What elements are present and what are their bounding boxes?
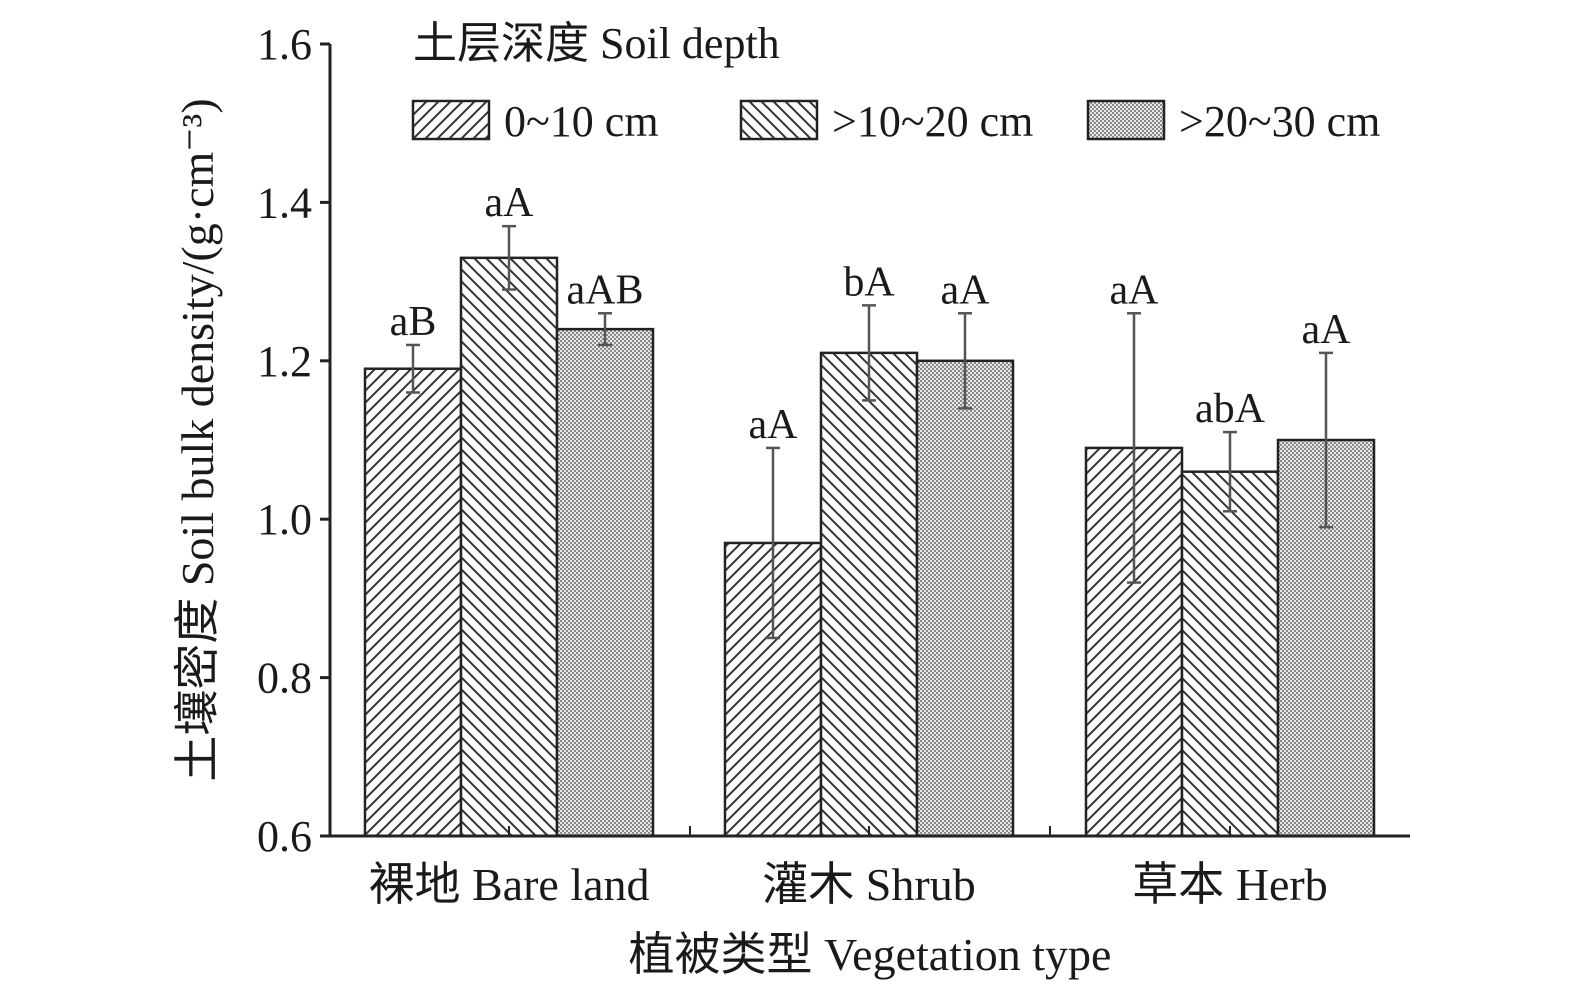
significance-label: aAB (567, 267, 644, 313)
legend: 土层深度 Soil depth 0~10 cm >10~20 cm >20~30 c… (411, 19, 1380, 146)
legend-swatch (739, 99, 819, 141)
bar (459, 256, 559, 838)
axes: 0.6 0.8 1.0 1.2 1.4 1.6 裸地 Bare land 灌木 Shrub 草… (257, 20, 1410, 910)
significance-label: bA (843, 259, 895, 305)
bar (1180, 470, 1280, 838)
bar (363, 367, 463, 838)
legend-label: >10~20 cm (832, 97, 1033, 146)
significance-labels-layer: aB aA aA aA bA abA aAB aA aA (390, 180, 1351, 448)
x-tick-label: 灌木 Shrub (762, 859, 975, 910)
y-tick-label: 1.0 (257, 495, 312, 544)
legend-label: >20~30 cm (1179, 97, 1380, 146)
x-tick-label: 草本 Herb (1132, 859, 1327, 910)
bar (915, 359, 1015, 838)
legend-label: 0~10 cm (504, 97, 659, 146)
x-tick-label: 裸地 Bare land (368, 859, 649, 910)
significance-label: aA (749, 402, 799, 448)
significance-label: aA (941, 267, 991, 313)
y-tick-label: 1.4 (257, 178, 312, 227)
significance-label: aA (1110, 267, 1160, 313)
y-tick-label: 1.2 (257, 337, 312, 386)
error-bars-layer (406, 224, 1333, 640)
bar (819, 351, 919, 838)
significance-label: abA (1195, 386, 1266, 432)
significance-label: aB (390, 299, 437, 345)
legend-title: 土层深度 Soil depth (413, 19, 780, 68)
y-tick-label: 0.8 (257, 654, 312, 703)
legend-swatch (1086, 99, 1166, 141)
legend-swatch (411, 99, 491, 141)
y-tick-label: 0.6 (257, 812, 312, 861)
x-axis-title: 植被类型 Vegetation type (629, 929, 1112, 980)
significance-label: aA (485, 180, 535, 226)
y-axis-title: 土壤密度 Soil bulk density/(g·cm⁻³) (172, 98, 223, 781)
y-tick-label: 1.6 (257, 20, 312, 69)
bar (555, 327, 655, 838)
bars-layer (363, 256, 1376, 838)
significance-label: aA (1302, 307, 1352, 353)
